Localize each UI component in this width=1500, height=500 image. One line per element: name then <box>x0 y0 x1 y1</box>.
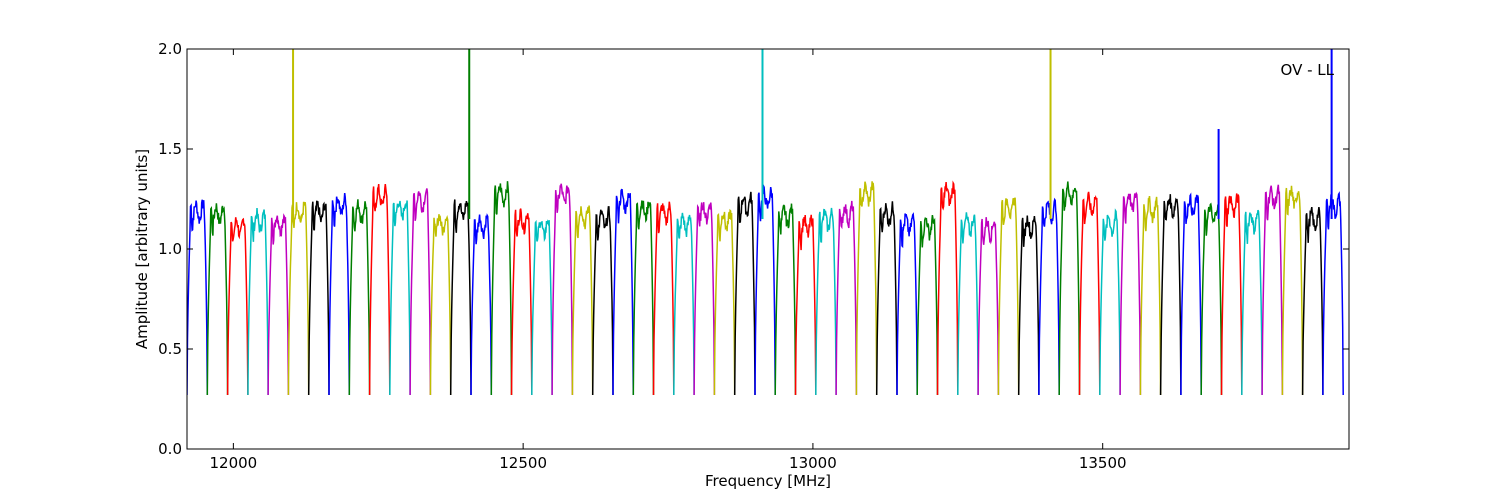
series-band-20 <box>591 206 614 396</box>
series-band-22 <box>632 200 655 396</box>
y-tick-label-4: 2.0 <box>158 40 182 58</box>
series-band-38 <box>957 212 979 396</box>
series-band-6 <box>307 200 330 396</box>
series-band-34 <box>875 201 898 396</box>
series-band-47 <box>1139 195 1162 396</box>
series-band-49 <box>1180 192 1202 396</box>
series-band-28 <box>754 183 776 396</box>
series-band-3 <box>247 207 269 396</box>
series-band-33 <box>855 181 878 396</box>
chart-annotation: OV - LL <box>1281 61 1335 79</box>
series-band-46 <box>1119 191 1142 396</box>
series-band-53 <box>1261 184 1284 396</box>
series-band-44 <box>1078 191 1101 396</box>
series-band-29 <box>774 203 797 396</box>
series-band-32 <box>835 200 858 396</box>
series-band-8 <box>348 199 371 396</box>
series-band-39 <box>977 217 1000 396</box>
series-band-13 <box>449 199 472 396</box>
series-band-48 <box>1159 194 1182 396</box>
y-axis-label: Amplitude [arbitrary units] <box>133 149 151 349</box>
series-band-35 <box>896 212 918 396</box>
series-band-56 <box>1322 191 1344 396</box>
series-band-15 <box>490 181 513 396</box>
series-band-4 <box>267 213 290 396</box>
y-tick-label-0: 0.0 <box>158 440 182 458</box>
series-band-40 <box>997 197 1020 396</box>
series-band-55 <box>1301 206 1324 396</box>
series-band-1 <box>206 203 229 396</box>
x-tick-label-2: 13000 <box>789 454 837 472</box>
series-band-36 <box>916 214 939 396</box>
series-layer <box>187 49 1344 396</box>
series-band-0 <box>187 199 209 396</box>
series-band-31 <box>815 207 837 396</box>
series-band-17 <box>531 219 553 396</box>
series-band-26 <box>713 208 736 396</box>
series-band-52 <box>1241 209 1263 396</box>
series-band-18 <box>551 183 574 396</box>
x-tick-label-1: 12500 <box>499 454 547 472</box>
series-band-41 <box>1017 215 1040 396</box>
y-tick-label-1: 0.5 <box>158 340 182 358</box>
series-band-30 <box>794 214 817 396</box>
x-tick-label-3: 13500 <box>1079 454 1127 472</box>
series-band-23 <box>652 201 675 396</box>
series-band-19 <box>571 205 594 396</box>
y-tick-label-2: 1.0 <box>158 240 182 258</box>
series-band-51 <box>1220 193 1243 396</box>
series-band-27 <box>733 191 756 396</box>
series-band-24 <box>673 212 695 396</box>
series-band-5 <box>287 201 310 396</box>
series-band-25 <box>693 202 716 396</box>
ticks-layer: 12000 12500 13000 13500 0.0 0.5 1.0 1.5 2.0 <box>158 40 1349 472</box>
series-band-14 <box>470 213 493 396</box>
series-band-45 <box>1099 208 1121 396</box>
x-tick-label-0: 12000 <box>210 454 258 472</box>
series-band-42 <box>1038 197 1060 396</box>
series-band-21 <box>612 188 635 396</box>
series-band-9 <box>368 184 391 396</box>
series-band-54 <box>1281 185 1304 396</box>
series-band-37 <box>936 180 959 396</box>
series-band-10 <box>389 200 411 396</box>
series-band-7 <box>328 193 351 396</box>
y-tick-label-3: 1.5 <box>158 140 182 158</box>
series-band-12 <box>429 214 452 396</box>
series-band-16 <box>510 208 533 396</box>
series-band-11 <box>409 188 432 396</box>
series-band-2 <box>226 217 249 396</box>
x-axis-label: Frequency [MHz] <box>705 472 831 490</box>
series-band-43 <box>1058 181 1081 396</box>
